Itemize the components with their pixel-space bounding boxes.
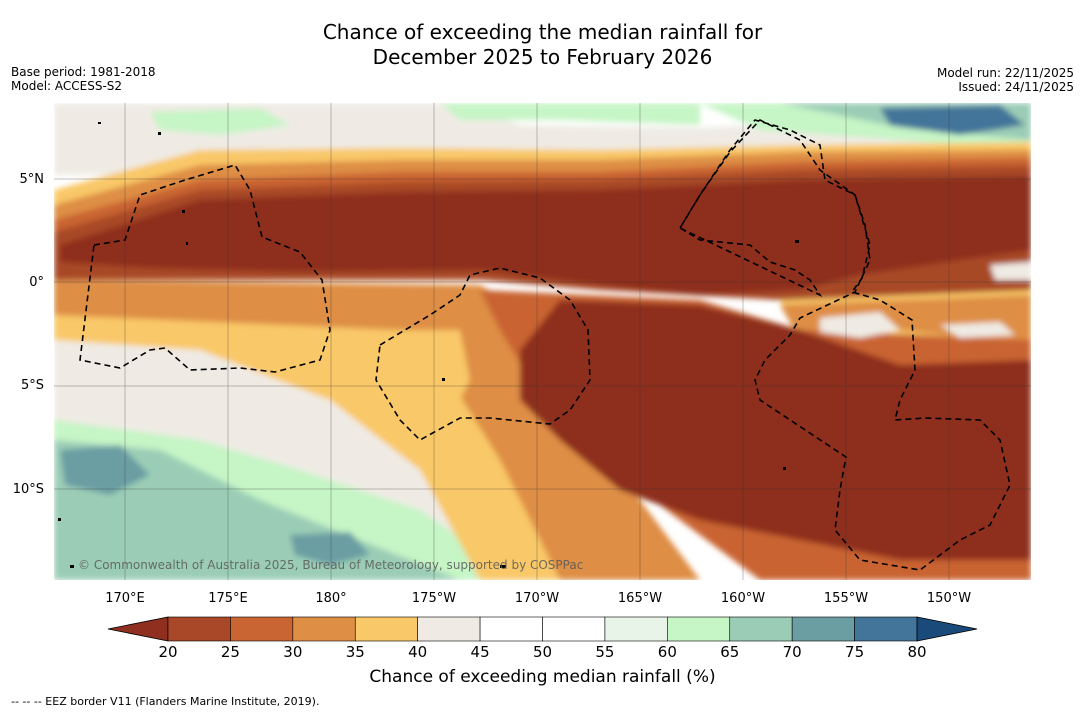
eez-line-islands [678, 119, 1011, 571]
issued-date: Issued: 24/11/2025 [958, 80, 1074, 94]
colorbar-tick-label: 60 [657, 643, 677, 661]
band-under-20-south [520, 300, 1031, 560]
band-70-75-sw [60, 445, 150, 495]
colorbar-tick-label: 70 [782, 643, 802, 661]
colorbar-tick-label: 40 [408, 643, 428, 661]
band-60-65-nw [150, 108, 290, 135]
colorbar-tick-label: 20 [158, 643, 178, 661]
lat-tick-label: 5°S [21, 378, 44, 393]
colorbar-segment [417, 616, 481, 642]
colorbar-tick-label: 35 [345, 643, 365, 661]
colorbar-segment [542, 616, 606, 642]
colorbar-segment [667, 616, 731, 642]
eez-kiribati-central [375, 267, 591, 441]
lon-tick-label: 165°W [618, 591, 662, 606]
colorbar-segment [854, 616, 918, 642]
colorbar-segment [729, 616, 793, 642]
lon-tick-label: 170°E [105, 591, 145, 606]
map-title: Chance of exceeding the median rainfall … [0, 20, 1085, 70]
band-60-65-nc [440, 103, 700, 125]
colorbar-tick-label: 45 [470, 643, 490, 661]
graticule [54, 103, 1031, 580]
lat-tick-label: 0° [29, 275, 44, 290]
colorbar-tick-label: 30 [283, 643, 303, 661]
eez-kiribati-west [79, 164, 331, 373]
eez-borders [79, 119, 1011, 571]
lon-tick-label: 180° [315, 591, 346, 606]
meta-left: Base period: 1981-2018 Model: ACCESS-S2 [11, 65, 156, 93]
lat-tick-label: 10°S [13, 482, 44, 497]
meta-right: Model run: 22/11/2025 Issued: 24/11/2025 [937, 66, 1074, 94]
colorbar-under-triangle [107, 616, 169, 642]
colorbar-segment [230, 616, 294, 642]
patch-light-east [820, 312, 900, 338]
model-name: Model: ACCESS-S2 [11, 79, 123, 93]
colorbar-tick-label: 55 [595, 643, 615, 661]
colorbar-segment [354, 616, 418, 642]
colorbar-title: Chance of exceeding median rainfall (%) [369, 667, 716, 687]
title-line-1: Chance of exceeding the median rainfall … [322, 20, 763, 44]
band-under-20 [60, 176, 1031, 295]
colorbar-tick-label: 75 [845, 643, 865, 661]
patch-light-east2 [940, 322, 1015, 338]
colorbar-tick-label: 80 [907, 643, 927, 661]
colorbar-over-triangle [916, 616, 978, 642]
patch-light-east3 [990, 262, 1031, 280]
lon-tick-label: 170°W [515, 591, 559, 606]
lon-tick-label: 160°W [721, 591, 765, 606]
band-70-75-sw2 [290, 532, 370, 565]
colorbar-tick-label: 25 [220, 643, 240, 661]
base-period: Base period: 1981-2018 [11, 65, 156, 79]
lon-tick-label: 155°W [824, 591, 868, 606]
lat-axis: 5°N 0° 5°S 10°S [13, 172, 44, 497]
colorbar-tick-label: 65 [720, 643, 740, 661]
colorbar-tick-label: 50 [532, 643, 553, 661]
lon-tick-label: 175°E [208, 591, 248, 606]
lon-axis: 170°E 175°E 180° 175°W 170°W 165°W 160°W… [105, 591, 971, 606]
islands [58, 122, 799, 568]
rainfall-probability-field [54, 103, 1031, 580]
colorbar-segment [791, 616, 855, 642]
title-line-2: December 2025 to February 2026 [372, 45, 713, 69]
colorbar-segment [167, 616, 231, 642]
model-run: Model run: 22/11/2025 [936, 66, 1074, 80]
lon-tick-label: 175°W [412, 591, 456, 606]
colorbar-segment [479, 616, 543, 642]
patch-yellow-center [380, 330, 470, 420]
band-75-80-north [880, 105, 1025, 135]
colorbar-segment [604, 616, 668, 642]
eez-footnote: -- -- -- EEZ border V11 (Flanders Marine… [11, 695, 320, 708]
colorbar [107, 616, 978, 642]
colorbar-segment [292, 616, 356, 642]
lon-tick-label: 150°W [927, 591, 971, 606]
copyright-credit: © Commonwealth of Australia 2025, Bureau… [78, 558, 584, 572]
lat-tick-label: 5°N [20, 172, 45, 187]
